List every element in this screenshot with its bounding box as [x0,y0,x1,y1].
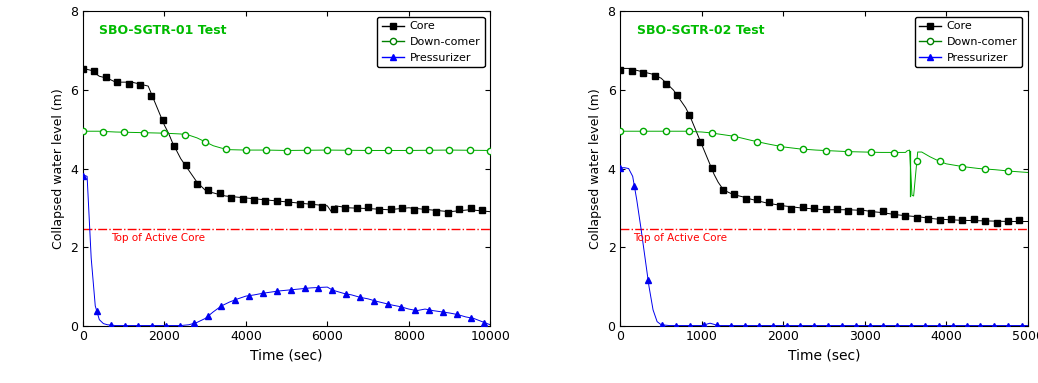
Text: SBO-SGTR-02 Test: SBO-SGTR-02 Test [636,24,764,37]
Text: SBO-SGTR-01 Test: SBO-SGTR-01 Test [100,24,227,37]
Text: Top of Active Core: Top of Active Core [633,233,727,243]
Y-axis label: Collapsed water level (m): Collapsed water level (m) [52,88,64,249]
Legend: Core, Down-comer, Pressurizer: Core, Down-comer, Pressurizer [377,17,485,67]
X-axis label: Time (sec): Time (sec) [788,349,861,363]
Text: Top of Active Core: Top of Active Core [111,233,206,243]
Y-axis label: Collapsed water level (m): Collapsed water level (m) [589,88,602,249]
X-axis label: Time (sec): Time (sec) [250,349,323,363]
Legend: Core, Down-comer, Pressurizer: Core, Down-comer, Pressurizer [914,17,1022,67]
